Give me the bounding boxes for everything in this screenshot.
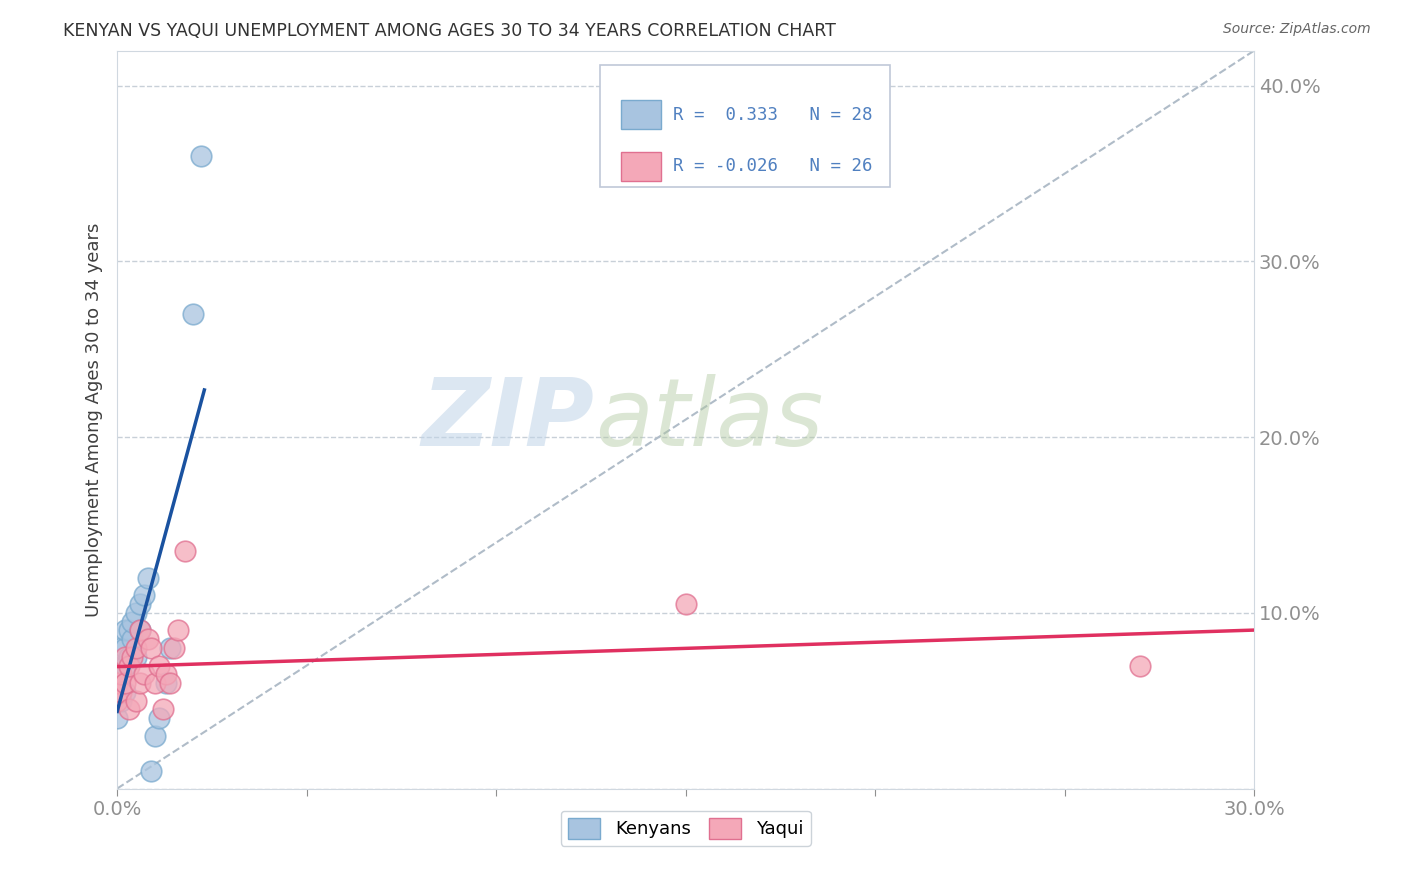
Point xyxy=(114,624,136,638)
Point xyxy=(143,676,166,690)
Point xyxy=(121,615,143,629)
Point xyxy=(121,632,143,647)
Point xyxy=(155,667,177,681)
Point xyxy=(105,676,128,690)
Point xyxy=(105,676,128,690)
FancyBboxPatch shape xyxy=(600,65,890,187)
Text: Source: ZipAtlas.com: Source: ZipAtlas.com xyxy=(1223,22,1371,37)
Point xyxy=(129,624,152,638)
Point xyxy=(159,640,181,655)
Point xyxy=(125,606,148,620)
Text: ZIP: ZIP xyxy=(422,374,595,466)
Y-axis label: Unemployment Among Ages 30 to 34 years: Unemployment Among Ages 30 to 34 years xyxy=(86,222,103,616)
Point xyxy=(125,640,148,655)
Point xyxy=(148,658,170,673)
Point xyxy=(136,632,159,647)
Point xyxy=(129,624,152,638)
FancyBboxPatch shape xyxy=(621,152,661,181)
Point xyxy=(152,702,174,716)
Point xyxy=(136,571,159,585)
Point xyxy=(110,667,132,681)
Point xyxy=(110,694,132,708)
Point xyxy=(159,676,181,690)
Text: R = -0.026   N = 26: R = -0.026 N = 26 xyxy=(672,157,872,176)
Point xyxy=(105,694,128,708)
Text: atlas: atlas xyxy=(595,374,823,465)
Point xyxy=(117,658,139,673)
Point xyxy=(114,649,136,664)
Point xyxy=(163,640,186,655)
Point xyxy=(117,702,139,716)
Point xyxy=(1129,658,1152,673)
Point xyxy=(132,667,155,681)
Point xyxy=(675,597,697,611)
Point xyxy=(114,685,136,699)
Point xyxy=(121,649,143,664)
Point xyxy=(114,640,136,655)
Point xyxy=(190,149,212,163)
Point xyxy=(117,649,139,664)
Point xyxy=(155,676,177,690)
Point xyxy=(114,658,136,673)
Point xyxy=(125,694,148,708)
Point xyxy=(110,685,132,699)
Point xyxy=(105,658,128,673)
Point xyxy=(129,676,152,690)
Point xyxy=(148,711,170,725)
Point xyxy=(117,624,139,638)
Point xyxy=(143,729,166,743)
Point xyxy=(110,667,132,681)
Point xyxy=(105,685,128,699)
Point xyxy=(132,588,155,602)
Point xyxy=(110,640,132,655)
Point xyxy=(141,764,163,778)
Point xyxy=(129,597,152,611)
Legend: Kenyans, Yaqui: Kenyans, Yaqui xyxy=(561,811,810,846)
Point xyxy=(105,711,128,725)
Point xyxy=(114,676,136,690)
Point xyxy=(125,649,148,664)
Point xyxy=(141,640,163,655)
Point xyxy=(174,544,197,558)
FancyBboxPatch shape xyxy=(621,101,661,129)
Point xyxy=(166,624,188,638)
Point xyxy=(181,307,204,321)
Text: KENYAN VS YAQUI UNEMPLOYMENT AMONG AGES 30 TO 34 YEARS CORRELATION CHART: KENYAN VS YAQUI UNEMPLOYMENT AMONG AGES … xyxy=(63,22,837,40)
Text: R =  0.333   N = 28: R = 0.333 N = 28 xyxy=(672,106,872,124)
